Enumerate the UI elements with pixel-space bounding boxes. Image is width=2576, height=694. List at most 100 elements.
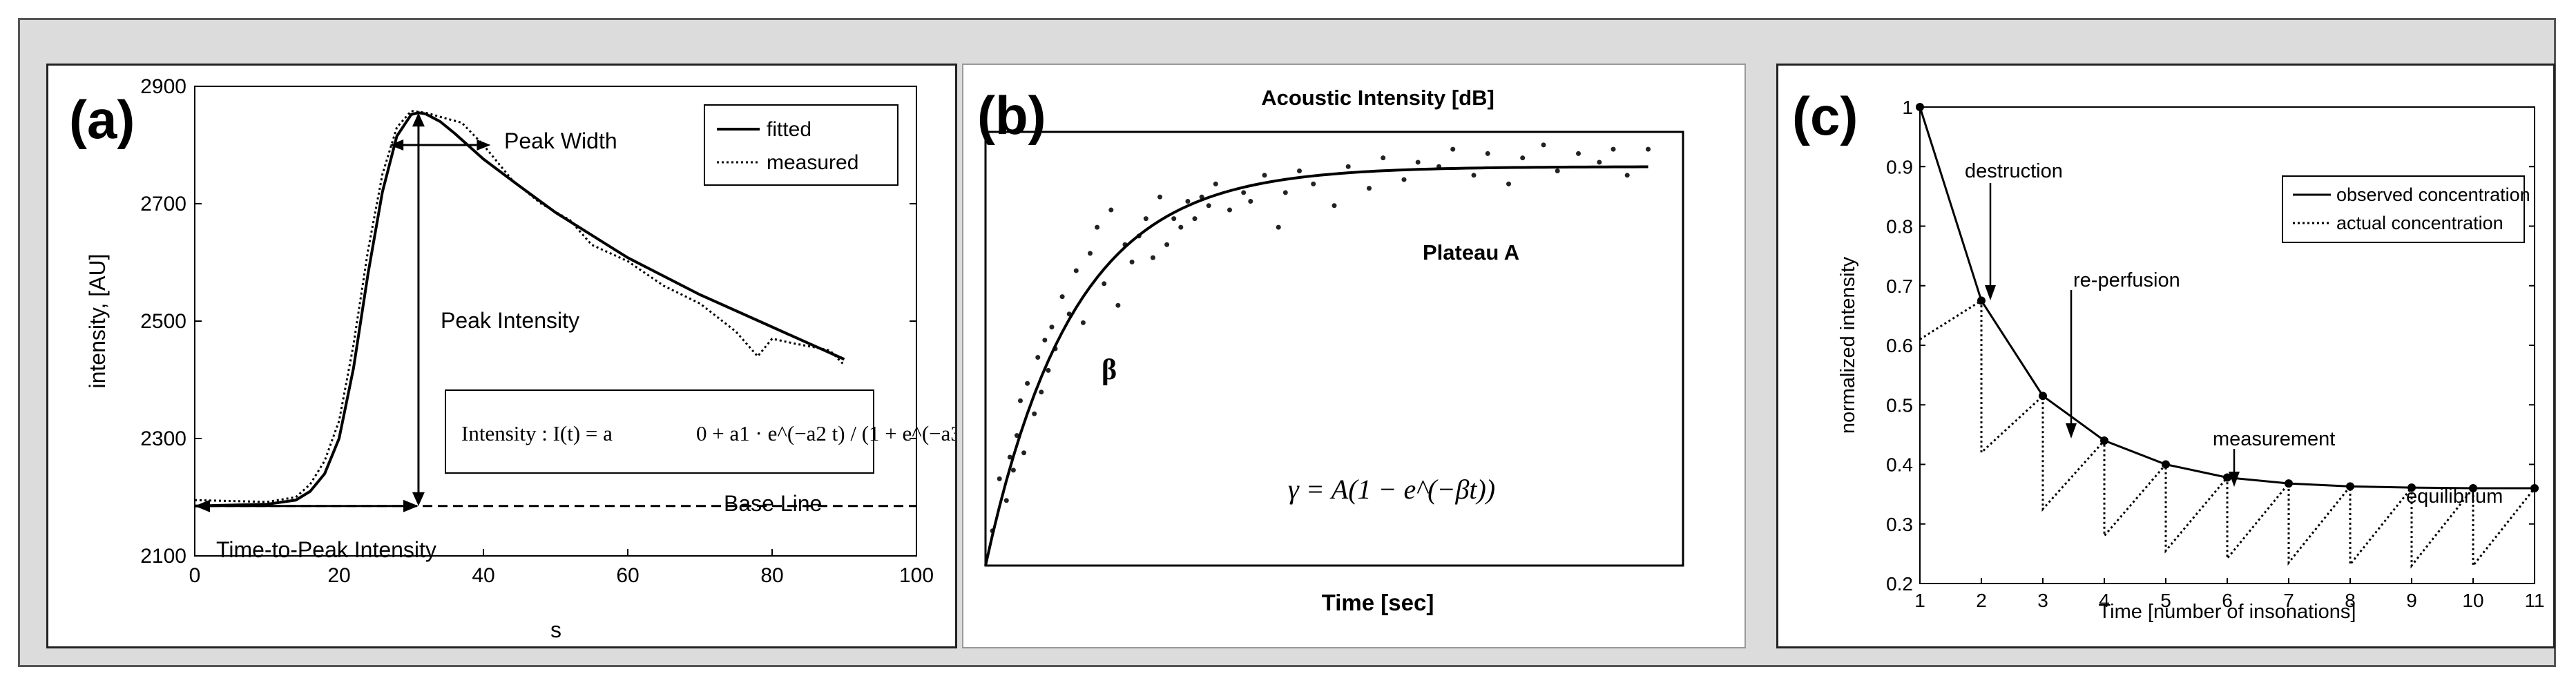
observed-point xyxy=(2223,473,2231,482)
legend-a xyxy=(704,104,898,186)
data-point-b xyxy=(1450,146,1456,152)
data-point-b xyxy=(1003,498,1009,503)
data-point-b xyxy=(1014,433,1019,438)
x-tick-label-a: 0 xyxy=(189,564,201,587)
data-point-b xyxy=(1143,216,1148,222)
y-tick-label-c: 0.5 xyxy=(1886,394,1913,416)
data-point-b xyxy=(1080,320,1086,325)
data-point-b xyxy=(1108,207,1114,213)
data-point-b xyxy=(1007,454,1012,460)
panel-c: (c) 1 2 3 4 5 6 7 8 9 10 11 0.2 0.3 0.4 0.5 0.6 0.7 0.8 0.… xyxy=(1776,64,2555,648)
peak-intensity-arrow-head-top xyxy=(412,113,425,127)
observed-point xyxy=(2039,392,2047,401)
chart-a: (a) 0 20 40 60 80 100 2100 2300 2500 2700 2900 fit… xyxy=(69,75,957,642)
annotation-reperfusion: re-perfusion xyxy=(2073,269,2180,291)
data-point-b xyxy=(1157,194,1162,200)
formula-lhs: Intensity : I(t) = a xyxy=(461,421,613,445)
chart-b: (b) Acoustic Intensity [dB] Plateau A β … xyxy=(977,85,1684,615)
annotation-time-to-peak: Time-to-Peak Intensity xyxy=(216,537,436,562)
x-tick-label-a: 20 xyxy=(327,564,350,587)
x-tick-label-c: 11 xyxy=(2524,590,2544,611)
y-axis-label-c: normalized intensity xyxy=(1837,256,1859,434)
observed-point xyxy=(2100,436,2108,445)
data-point-b xyxy=(1049,325,1055,330)
legend-label-measured: measured xyxy=(767,151,858,174)
observed-point xyxy=(2469,484,2477,492)
data-point-b xyxy=(1345,164,1351,169)
data-point-b xyxy=(1213,181,1218,186)
data-point-b xyxy=(1241,190,1247,195)
panel-a: (a) 0 20 40 60 80 100 2100 2300 2500 2700 2900 fit… xyxy=(46,64,957,648)
panel-label-b: (b) xyxy=(977,85,1046,146)
formula-rhs: 0 + a1 · e^(−a2 t) / (1 + e^(−a3(t−t0))) xyxy=(696,421,957,445)
y-tick-label-a: 2900 xyxy=(140,75,186,98)
time-to-peak-arrow-head-right xyxy=(403,499,419,512)
annotation-measurement: measurement xyxy=(2213,428,2335,450)
series-line-fitted xyxy=(194,111,845,508)
fit-curve-b xyxy=(984,165,1649,566)
formula-box-a xyxy=(445,389,874,474)
x-tick-label-a: 60 xyxy=(616,564,639,587)
y-tick-label-a: 2700 xyxy=(140,193,186,215)
data-point-b xyxy=(1171,216,1177,222)
x-tick-label-c: 1 xyxy=(1914,590,1925,611)
data-point-b xyxy=(1088,251,1093,256)
observed-point xyxy=(2346,482,2354,491)
legend-label-actual: actual concentration xyxy=(2336,213,2503,233)
data-point-b xyxy=(1415,160,1421,165)
x-tick-label-c: 5 xyxy=(2160,590,2171,611)
data-point-b xyxy=(1646,146,1651,152)
y-tick-label-c: 0.8 xyxy=(1886,216,1913,238)
x-tick-label-c: 9 xyxy=(2406,590,2417,611)
chart-title-b: Acoustic Intensity [dB] xyxy=(1261,86,1494,110)
y-tick-label-a: 2500 xyxy=(140,310,186,333)
x-tick-label-a: 40 xyxy=(472,564,494,587)
y-tick-label-c: 1 xyxy=(1902,97,1913,118)
data-point-b xyxy=(1185,198,1191,204)
annotation-beta: β xyxy=(1102,354,1117,386)
x-tick-label-c: 2 xyxy=(1976,590,1987,611)
data-point-b xyxy=(1611,146,1616,152)
data-point-b xyxy=(1555,168,1560,174)
y-tick-label-a: 2300 xyxy=(140,427,186,450)
annotation-equilibrium: equilibrium xyxy=(2406,485,2503,508)
data-point-b xyxy=(1059,294,1065,300)
y-tick-label-c: 0.9 xyxy=(1886,156,1913,177)
data-point-b xyxy=(1597,160,1602,165)
y-axis-label-a: intensity, [AU] xyxy=(85,253,110,388)
panel-label-a: (a) xyxy=(69,89,135,150)
data-point-b xyxy=(1282,190,1288,195)
x-tick-label-c: 10 xyxy=(2462,590,2483,611)
x-tick-label-a: 80 xyxy=(760,564,783,587)
time-to-peak-arrow-head-left xyxy=(195,499,210,512)
observed-point xyxy=(2162,460,2170,469)
data-point-b xyxy=(1073,268,1079,273)
data-point-b xyxy=(1102,281,1107,287)
peak-width-arrow-head-right xyxy=(477,139,491,151)
x-tick-label-c: 6 xyxy=(2222,590,2233,611)
data-point-b xyxy=(1025,380,1030,386)
x-axis-label-a: s xyxy=(550,617,561,642)
data-point-b xyxy=(1506,181,1511,186)
observed-point xyxy=(2530,484,2539,492)
observed-point xyxy=(2285,479,2293,488)
annotation-plateau: Plateau A xyxy=(1423,240,1519,264)
data-point-b xyxy=(1401,177,1407,182)
data-point-b xyxy=(1150,255,1155,260)
annotation-peak-width: Peak Width xyxy=(504,128,617,153)
x-tick-label-a: 100 xyxy=(899,564,934,587)
y-tick-label-c: 0.4 xyxy=(1886,454,1913,476)
y-tick-label-c: 0.7 xyxy=(1886,276,1913,297)
data-point-b xyxy=(997,476,1002,481)
data-point-b xyxy=(1471,173,1477,178)
annotation-destruction: destruction xyxy=(1965,160,2063,182)
data-point-b xyxy=(1381,155,1386,161)
y-tick-label-a: 2100 xyxy=(140,545,186,568)
x-tick-label-c: 3 xyxy=(2037,590,2048,611)
data-point-b xyxy=(1367,186,1372,191)
chart-c: (c) 1 2 3 4 5 6 7 8 9 10 11 0.2 0.3 0.4 0.5 0.6 0.7 0.8 0.… xyxy=(1792,86,2545,623)
arrow-destruction-head xyxy=(1985,285,1996,300)
annotation-peak-intensity: Peak Intensity xyxy=(441,308,579,333)
data-point-b xyxy=(1520,155,1526,161)
annotation-base-line: Base Line xyxy=(724,491,822,516)
